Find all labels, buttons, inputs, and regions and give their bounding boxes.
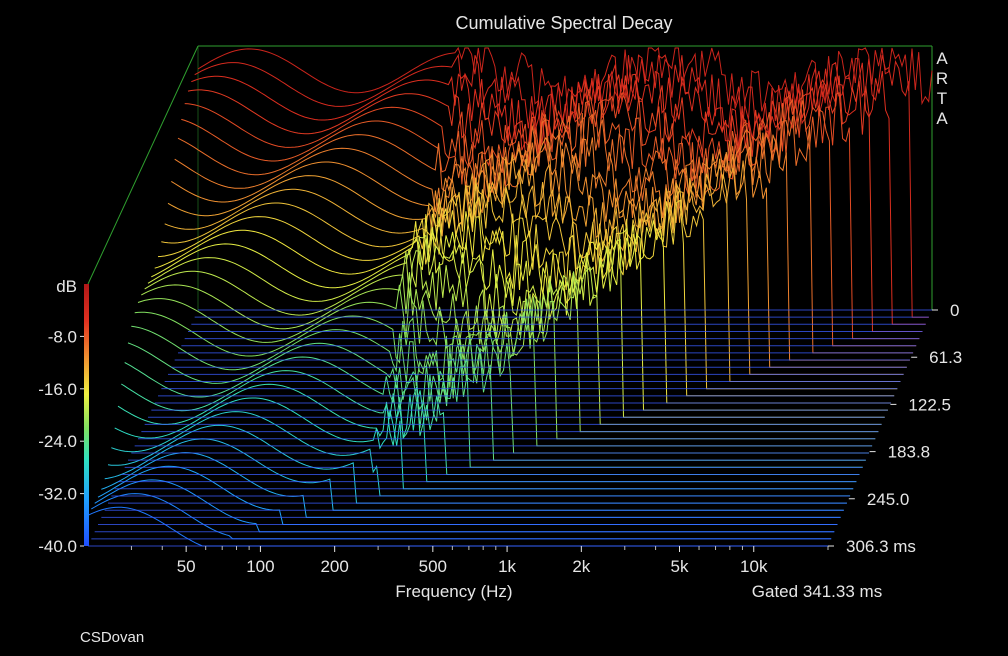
time-floor-lines	[88, 309, 932, 547]
decay-slice	[184, 89, 920, 340]
decay-slice	[107, 424, 847, 504]
x-tick-label: 2k	[572, 557, 590, 576]
decay-slice	[191, 61, 926, 325]
time-tick-label: 306.3 ms	[846, 537, 916, 556]
z-tick-label: -40.0	[38, 537, 77, 556]
decay-slice	[94, 479, 835, 533]
db-colorbar	[84, 284, 89, 546]
brand-letter: R	[936, 69, 948, 88]
decay-slice	[87, 506, 828, 547]
decay-slice	[174, 128, 910, 361]
time-tick-label: 183.8	[888, 443, 931, 462]
x-tick-label: 500	[419, 557, 447, 576]
decay-slice	[131, 325, 869, 454]
decay-slice	[181, 98, 917, 347]
z-tick-label: -8.0	[48, 327, 77, 346]
decay-traces	[87, 46, 933, 547]
time-axis-ticks: 0 61.3 122.5 183.8 245.0 306.3 ms	[828, 301, 962, 556]
time-tick-label: 122.5	[908, 395, 951, 414]
brand-letter: T	[937, 89, 947, 108]
brand-letter: A	[936, 49, 948, 68]
brand-letter: A	[936, 109, 948, 128]
time-tick-label: 245.0	[867, 490, 910, 509]
decay-slice	[187, 73, 923, 332]
z-tick-label: -24.0	[38, 432, 77, 451]
z-axis-ticks: -8.0 -16.0 -24.0 -32.0 -40.0	[38, 327, 84, 556]
x-tick-label: 5k	[671, 557, 689, 576]
x-tick-label: 50	[177, 557, 196, 576]
decay-slice	[121, 370, 860, 475]
time-tick-label: 0	[950, 301, 959, 320]
z-tick-label: -16.0	[38, 380, 77, 399]
decay-slice	[101, 452, 841, 518]
decay-slice	[197, 46, 933, 123]
decay-slice	[137, 284, 876, 440]
z-axis-label: dB	[56, 277, 77, 296]
x-tick-label: 1k	[498, 557, 516, 576]
gated-label: Gated 341.33 ms	[752, 582, 882, 601]
x-axis-label: Frequency (Hz)	[395, 582, 512, 601]
time-tick-label: 61.3	[929, 348, 962, 367]
chart-title: Cumulative Spectral Decay	[455, 13, 672, 33]
x-tick-label: 100	[246, 557, 274, 576]
credit-label: CSDovan	[80, 629, 144, 646]
z-tick-label: -32.0	[38, 485, 77, 504]
decay-slice	[177, 112, 914, 354]
x-axis-ticks: 50 100 200 500 1k 2k 5k 10k	[130, 546, 829, 576]
x-tick-label: 10k	[740, 557, 768, 576]
x-tick-label: 200	[320, 557, 348, 576]
